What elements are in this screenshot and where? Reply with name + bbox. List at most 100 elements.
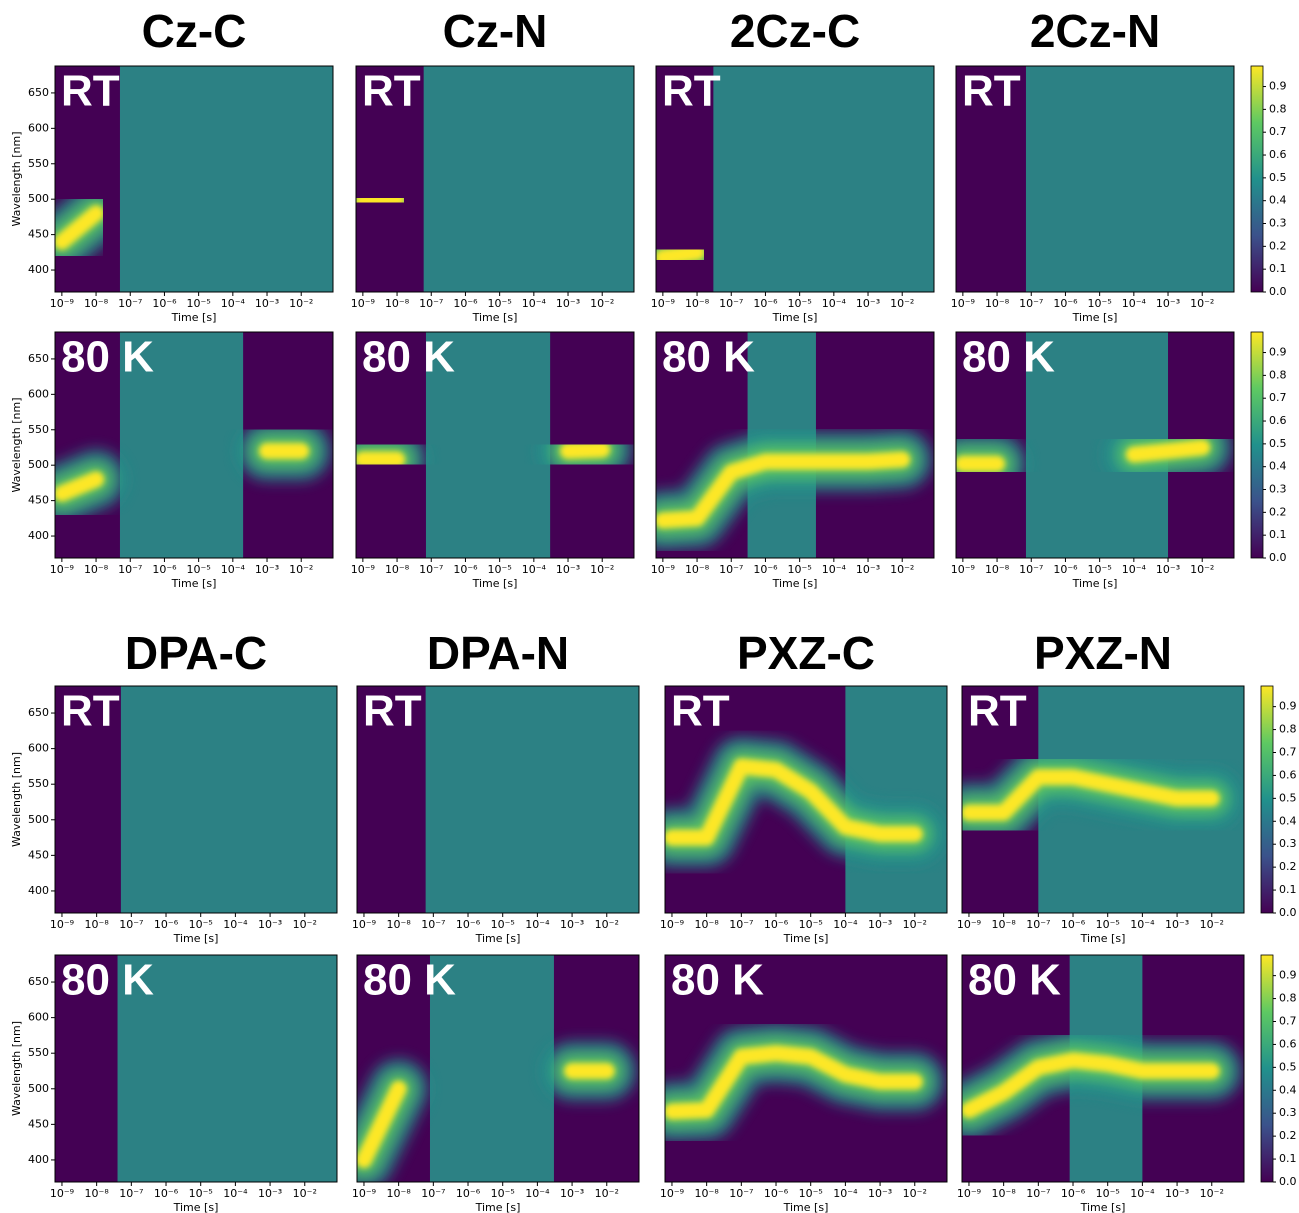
x-axis-label: Time [s] bbox=[1080, 932, 1126, 945]
condition-label: 80 K bbox=[363, 956, 456, 1005]
heatmap bbox=[656, 332, 934, 558]
x-tick-label: 10⁻⁵ bbox=[799, 918, 823, 931]
colorbar-tick-label: 0.4 bbox=[1279, 814, 1297, 827]
x-axis-label: Time [s] bbox=[783, 932, 829, 945]
y-tick-label: 650 bbox=[28, 706, 49, 719]
emission-band bbox=[55, 443, 310, 502]
x-tick-label: 10⁻⁶ bbox=[453, 297, 478, 310]
x-tick-label: 10⁻⁶ bbox=[753, 563, 778, 576]
emission-band bbox=[962, 769, 1220, 821]
panel-title: 2Cz-N bbox=[1030, 5, 1160, 57]
plot-frame bbox=[54, 954, 338, 1183]
y-tick-label: 400 bbox=[28, 263, 49, 276]
noise-region bbox=[117, 955, 337, 1182]
plot-frame bbox=[54, 685, 338, 914]
x-tick-label: 10⁻⁶ bbox=[1061, 1187, 1086, 1200]
colorbar-tick-label: 0.3 bbox=[1279, 1106, 1297, 1119]
x-axis-label: Time [s] bbox=[173, 932, 219, 945]
colorbar-tick-label: 0.2 bbox=[1279, 1129, 1297, 1142]
x-tick-label: 10⁻² bbox=[289, 297, 313, 310]
x-tick-label: 10⁻² bbox=[293, 918, 317, 931]
x-tick-label: 10⁻⁷ bbox=[421, 1187, 445, 1200]
colorbar-tick-label: 0.1 bbox=[1279, 1152, 1297, 1165]
colorbar-tick-label: 0.5 bbox=[1269, 437, 1287, 450]
y-tick-label: 450 bbox=[28, 1117, 49, 1130]
x-tick-label: 10⁻⁸ bbox=[985, 297, 1010, 310]
x-tick-label: 10⁻⁶ bbox=[152, 297, 177, 310]
x-tick-label: 10⁻⁹ bbox=[352, 1187, 376, 1200]
noise-region bbox=[713, 66, 934, 292]
x-tick-label: 10⁻² bbox=[595, 918, 619, 931]
colorbar-tick-label: 0.1 bbox=[1269, 528, 1287, 541]
x-tick-label: 10⁻⁸ bbox=[992, 1187, 1017, 1200]
x-tick-label: 10⁻² bbox=[289, 563, 313, 576]
y-tick-label: 400 bbox=[28, 529, 49, 542]
colorbar-tick-label: 0.8 bbox=[1269, 368, 1287, 381]
y-tick-label: 600 bbox=[28, 121, 49, 134]
x-tick-label: 10⁻⁸ bbox=[985, 563, 1010, 576]
noise-region bbox=[425, 686, 639, 913]
y-axis-label: Wavelength [nm] bbox=[10, 131, 23, 226]
x-tick-label: 10⁻⁴ bbox=[223, 918, 248, 931]
x-axis-label: Time [s] bbox=[772, 311, 818, 324]
x-tick-label: 10⁻⁴ bbox=[822, 297, 847, 310]
noise-region bbox=[1025, 66, 1234, 292]
colorbar bbox=[1260, 954, 1274, 1183]
condition-label: RT bbox=[962, 67, 1021, 116]
x-tick-label: 10⁻⁵ bbox=[491, 1187, 515, 1200]
noise-region bbox=[845, 686, 947, 913]
x-tick-label: 10⁻² bbox=[1190, 297, 1214, 310]
panel-title: 2Cz-C bbox=[730, 5, 860, 57]
heatmap bbox=[656, 66, 934, 292]
x-tick-label: 10⁻⁶ bbox=[456, 918, 481, 931]
y-tick-label: 650 bbox=[28, 86, 49, 99]
x-tick-label: 10⁻³ bbox=[560, 918, 584, 931]
x-tick-label: 10⁻⁶ bbox=[1061, 918, 1086, 931]
panel-title: DPA-C bbox=[125, 627, 267, 679]
x-tick-label: 10⁻⁸ bbox=[387, 918, 412, 931]
x-tick-label: 10⁻⁷ bbox=[719, 563, 743, 576]
condition-label: 80 K bbox=[61, 956, 154, 1005]
y-tick-label: 550 bbox=[28, 1046, 49, 1059]
x-tick-label: 10⁻⁸ bbox=[385, 563, 410, 576]
colorbar bbox=[1260, 685, 1274, 914]
condition-label: RT bbox=[363, 687, 422, 736]
x-tick-label: 10⁻⁸ bbox=[685, 297, 710, 310]
emission-band bbox=[665, 1045, 923, 1120]
y-axis-label: Wavelength [nm] bbox=[10, 752, 23, 847]
heatmap bbox=[956, 66, 1234, 292]
x-tick-label: 10⁻⁹ bbox=[660, 1187, 684, 1200]
x-tick-label: 10⁻⁹ bbox=[957, 1187, 981, 1200]
x-tick-label: 10⁻³ bbox=[1156, 297, 1180, 310]
condition-label: 80 K bbox=[968, 956, 1061, 1005]
x-tick-label: 10⁻³ bbox=[556, 297, 580, 310]
y-tick-label: 550 bbox=[28, 777, 49, 790]
x-tick-label: 10⁻⁴ bbox=[1122, 297, 1147, 310]
y-tick-label: 650 bbox=[28, 975, 49, 988]
plot-frame bbox=[961, 954, 1245, 1183]
colorbar-tick-label: 0.9 bbox=[1269, 346, 1287, 359]
x-tick-label: 10⁻³ bbox=[868, 1187, 892, 1200]
x-tick-label: 10⁻² bbox=[1200, 1187, 1224, 1200]
y-tick-label: 650 bbox=[28, 352, 49, 365]
x-tick-label: 10⁻⁹ bbox=[651, 297, 675, 310]
panel-title: PXZ-C bbox=[737, 627, 875, 679]
x-tick-label: 10⁻³ bbox=[868, 918, 892, 931]
x-tick-label: 10⁻⁸ bbox=[695, 918, 720, 931]
colorbar-tick-label: 0.3 bbox=[1279, 837, 1297, 850]
heatmap bbox=[665, 686, 947, 913]
colorbar-tick-label: 0.9 bbox=[1279, 700, 1297, 713]
x-tick-label: 10⁻⁷ bbox=[421, 918, 445, 931]
x-tick-label: 10⁻⁹ bbox=[50, 1187, 74, 1200]
heatmap bbox=[962, 955, 1244, 1182]
x-tick-label: 10⁻⁵ bbox=[1096, 1187, 1120, 1200]
noise-region bbox=[425, 332, 551, 558]
x-tick-label: 10⁻⁶ bbox=[456, 1187, 481, 1200]
colorbar-tick-label: 0.5 bbox=[1269, 171, 1287, 184]
x-tick-label: 10⁻⁵ bbox=[788, 563, 812, 576]
y-tick-label: 450 bbox=[28, 494, 49, 507]
x-axis-label: Time [s] bbox=[783, 1201, 829, 1213]
emission-band bbox=[55, 205, 105, 250]
y-axis-label: Wavelength [nm] bbox=[10, 1021, 23, 1116]
x-tick-label: 10⁻⁶ bbox=[453, 563, 478, 576]
